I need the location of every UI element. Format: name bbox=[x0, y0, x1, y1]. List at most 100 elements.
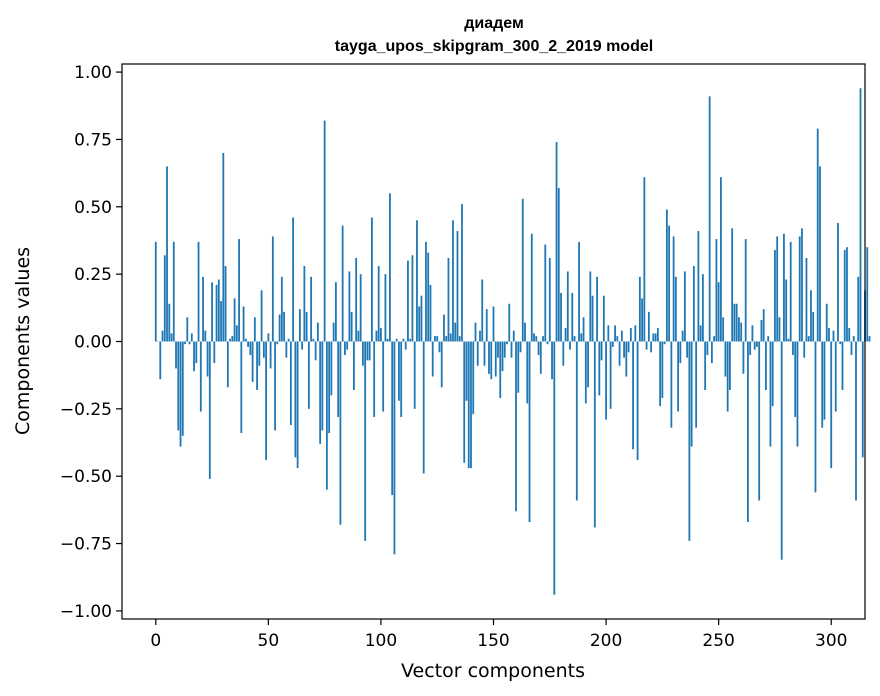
bar-144 bbox=[479, 330, 481, 342]
bar-182 bbox=[564, 328, 567, 342]
bar-138 bbox=[465, 341, 468, 401]
bar-210 bbox=[627, 341, 630, 353]
bar-166 bbox=[528, 341, 531, 523]
bar-240 bbox=[695, 341, 698, 428]
bar-169 bbox=[535, 336, 538, 342]
bar-41 bbox=[247, 341, 249, 347]
bar-109 bbox=[400, 341, 403, 417]
bar-60 bbox=[289, 341, 292, 426]
bar-258 bbox=[735, 303, 738, 342]
bar-57 bbox=[283, 311, 286, 342]
bar-294 bbox=[816, 128, 819, 342]
y-axis: −1.00 −0.75 −0.50 −0.25 0.00 0.25 0.50 0.75 1.00 bbox=[60, 63, 122, 622]
bar-276 bbox=[776, 236, 779, 342]
bar-53 bbox=[274, 341, 276, 431]
bar-71 bbox=[314, 341, 317, 361]
bar-87 bbox=[350, 311, 353, 342]
bar-115 bbox=[413, 341, 416, 409]
bar-155 bbox=[503, 341, 506, 358]
y-axis-label: Components values bbox=[12, 247, 34, 435]
bar-114 bbox=[411, 255, 414, 342]
bar-111 bbox=[404, 341, 407, 350]
bar-232 bbox=[677, 341, 680, 412]
x-tick-label: 100 bbox=[365, 631, 397, 651]
bar-217 bbox=[643, 177, 646, 342]
bar-202 bbox=[609, 341, 612, 409]
bar-262 bbox=[744, 239, 747, 342]
bar-96 bbox=[371, 217, 373, 342]
bar-311 bbox=[855, 341, 857, 501]
bar-70 bbox=[312, 338, 315, 342]
bar-185 bbox=[571, 293, 574, 342]
bar-59 bbox=[287, 338, 290, 342]
chart-title: диадем bbox=[464, 15, 524, 32]
bar-283 bbox=[792, 341, 794, 355]
bar-243 bbox=[701, 274, 704, 342]
bar-95 bbox=[368, 341, 371, 361]
bar-172 bbox=[542, 336, 544, 342]
bar-159 bbox=[512, 330, 515, 342]
bar-143 bbox=[476, 341, 479, 366]
bar-160 bbox=[515, 341, 517, 512]
bar-301 bbox=[832, 330, 835, 342]
bar-23 bbox=[206, 341, 209, 377]
bar-282 bbox=[789, 241, 792, 342]
bar-89 bbox=[355, 257, 358, 342]
bar-74 bbox=[321, 341, 324, 431]
bar-88 bbox=[353, 341, 355, 390]
bar-177 bbox=[553, 341, 556, 595]
bar-28 bbox=[217, 279, 220, 342]
bar-316 bbox=[866, 247, 869, 342]
bar-124 bbox=[434, 336, 436, 342]
bar-17 bbox=[193, 341, 195, 372]
bar-136 bbox=[461, 204, 463, 342]
bar-198 bbox=[600, 341, 603, 361]
bar-222 bbox=[654, 333, 657, 342]
bar-33 bbox=[229, 338, 231, 342]
bar-239 bbox=[692, 266, 695, 342]
bar-19 bbox=[197, 241, 200, 342]
bar-162 bbox=[519, 341, 522, 353]
y-tick-label: 0.50 bbox=[74, 198, 112, 218]
bar-52 bbox=[271, 236, 274, 342]
bar-248 bbox=[713, 336, 716, 342]
bar-260 bbox=[740, 322, 743, 342]
bar-211 bbox=[629, 328, 632, 342]
bar-308 bbox=[848, 328, 851, 342]
bar-29 bbox=[220, 301, 222, 342]
bar-9 bbox=[175, 341, 177, 369]
bar-163 bbox=[521, 198, 524, 342]
bar-79 bbox=[332, 322, 335, 342]
y-tick-label: 1.00 bbox=[74, 63, 112, 83]
bar-290 bbox=[807, 336, 810, 342]
bar-187 bbox=[575, 341, 578, 501]
x-axis-label: Vector components bbox=[401, 660, 585, 682]
bar-86 bbox=[348, 271, 351, 342]
bar-10 bbox=[177, 341, 180, 431]
bar-4 bbox=[163, 255, 166, 342]
bar-66 bbox=[303, 266, 306, 342]
bar-313 bbox=[859, 88, 862, 342]
bar-135 bbox=[458, 336, 461, 342]
bar-205 bbox=[616, 336, 619, 342]
bar-201 bbox=[607, 325, 610, 342]
bar-40 bbox=[244, 338, 247, 342]
bar-245 bbox=[706, 341, 709, 355]
bar-168 bbox=[533, 333, 535, 342]
bar-139 bbox=[467, 341, 470, 469]
bar-179 bbox=[557, 187, 560, 342]
bar-199 bbox=[602, 295, 605, 342]
bar-297 bbox=[823, 341, 826, 420]
chart-subtitle: tayga_upos_skipgram_300_2_2019 model bbox=[335, 38, 653, 55]
bar-310 bbox=[852, 336, 855, 342]
bar-44 bbox=[253, 317, 256, 342]
bar-280 bbox=[785, 279, 788, 342]
bar-224 bbox=[659, 341, 662, 407]
bar-67 bbox=[305, 311, 308, 342]
bar-101 bbox=[382, 341, 385, 412]
bar-150 bbox=[492, 306, 495, 342]
bar-65 bbox=[301, 341, 304, 350]
bar-55 bbox=[278, 314, 281, 342]
bar-271 bbox=[765, 341, 767, 390]
